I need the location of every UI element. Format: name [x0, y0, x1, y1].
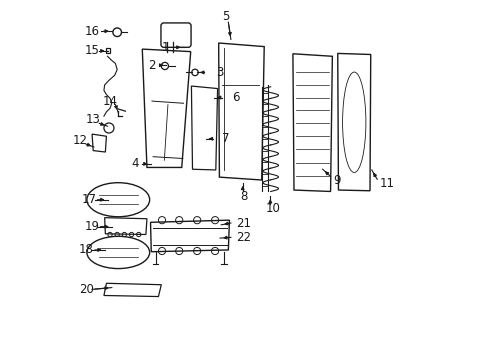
Text: 4: 4	[131, 157, 139, 170]
Bar	[106, 48, 110, 53]
Text: 6: 6	[231, 91, 239, 104]
Text: 14: 14	[102, 95, 118, 108]
Text: 19: 19	[85, 220, 100, 233]
Text: 3: 3	[215, 66, 223, 79]
Text: 7: 7	[222, 132, 229, 145]
Text: 2: 2	[147, 59, 155, 72]
Text: 12: 12	[72, 134, 87, 147]
Text: 17: 17	[81, 193, 96, 206]
Text: 16: 16	[85, 25, 100, 38]
Text: 15: 15	[85, 44, 100, 57]
Text: 8: 8	[240, 190, 247, 203]
Text: 21: 21	[236, 216, 251, 230]
Text: 9: 9	[333, 174, 340, 186]
Text: 1: 1	[162, 41, 169, 54]
Text: 10: 10	[265, 202, 280, 215]
Text: 18: 18	[79, 243, 94, 256]
Text: 20: 20	[79, 283, 94, 296]
Text: 11: 11	[379, 177, 394, 190]
Text: 22: 22	[236, 231, 251, 244]
Text: 5: 5	[222, 10, 229, 23]
Text: 13: 13	[86, 113, 101, 126]
